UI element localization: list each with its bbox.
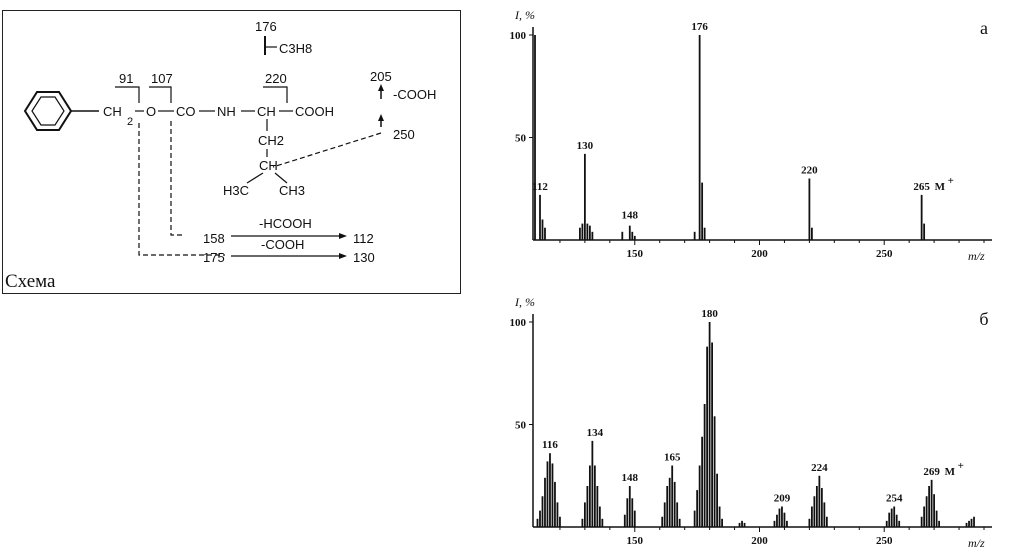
peak-label: 220 (801, 165, 818, 177)
y-axis-title: I, % (514, 8, 535, 22)
peak-label: 112 (532, 181, 548, 193)
fragment-107-label: 107 (151, 71, 173, 86)
cooh-loss-top: -COOH (393, 87, 436, 102)
molecular-ion-marker: M (945, 466, 956, 478)
x-tick-label: 200 (751, 535, 768, 547)
c3h8-loss: C3H8 (279, 41, 312, 56)
y-tick-label: 50 (515, 420, 527, 432)
y-axis-title: I, % (514, 295, 535, 309)
side-chain-ch: CH (259, 158, 278, 173)
fragment-220-label: 220 (265, 71, 287, 86)
x-tick-label: 150 (627, 535, 644, 547)
hcooh-loss: -HCOOH (259, 216, 312, 231)
methyl-left: H3C (223, 183, 249, 198)
carboxyl-group: COOH (295, 104, 334, 119)
panel-letter: а (980, 18, 988, 38)
fragment-176-label: 176 (255, 19, 277, 34)
x-tick-label: 250 (876, 248, 893, 260)
x-axis-title: m/z (968, 249, 985, 263)
ch2-subscript: 2 (127, 116, 133, 128)
peak-label: 269 (923, 466, 940, 478)
y-tick-label: 100 (510, 30, 527, 42)
fragment-250-label: 250 (393, 127, 415, 142)
x-tick-label: 250 (876, 535, 893, 547)
cooh-loss-bottom: -COOH (261, 237, 304, 252)
fragment-158-label: 158 (203, 231, 225, 246)
peak-label: 180 (701, 308, 718, 320)
peak-label: 224 (811, 462, 828, 474)
fragmentation-scheme: CH 2 O CO NH CH COOH CH2 CH H3C CH3 176 … (2, 10, 461, 294)
oxygen-atom: O (146, 104, 156, 119)
peak-label: 134 (587, 427, 604, 439)
x-axis-title: m/z (968, 536, 985, 550)
spectrum-a: 150 200 250 50 100 I, % m/z а 112 130 148 176 220 265… (510, 8, 992, 263)
side-chain-ch2: CH2 (258, 133, 284, 148)
methyl-right: CH3 (279, 183, 305, 198)
panel-letter: б (979, 309, 988, 329)
carbonyl-group: CO (176, 104, 196, 119)
fragment-205-label: 205 (370, 69, 392, 84)
peak-label: 148 (622, 472, 639, 484)
peak-label: 130 (577, 140, 594, 152)
scheme-caption: Схема (5, 271, 56, 292)
peak-label: 165 (664, 452, 681, 464)
fragment-91-label: 91 (119, 71, 133, 86)
x-tick-label: 200 (751, 248, 768, 260)
ion-charge-superscript: + (948, 175, 954, 187)
peak-label: 209 (774, 493, 791, 505)
spectrum-b: 150 200 250 50 100 I, % m/z б 116 134 148 165 180 209… (510, 295, 992, 550)
peak-label: 176 (691, 21, 708, 33)
fragment-130-label: 130 (353, 250, 375, 265)
alpha-carbon: CH (257, 104, 276, 119)
scheme-drawing: CH 2 O CO NH CH COOH CH2 CH H3C CH3 176 … (23, 19, 436, 265)
peak-label: 265 (913, 181, 930, 193)
y-tick-label: 100 (510, 317, 527, 329)
fragment-175-label: 175 (203, 250, 225, 265)
fragment-112-label: 112 (353, 231, 374, 246)
ch2-group: CH (103, 104, 122, 119)
peak-label: 148 (622, 210, 639, 222)
ion-charge-superscript: + (958, 460, 964, 472)
y-tick-label: 50 (515, 133, 527, 145)
x-tick-label: 150 (627, 248, 644, 260)
peak-label: 254 (886, 493, 903, 505)
amide-nh: NH (217, 104, 236, 119)
molecular-ion-marker: M (935, 181, 946, 193)
peak-label: 116 (542, 439, 558, 451)
